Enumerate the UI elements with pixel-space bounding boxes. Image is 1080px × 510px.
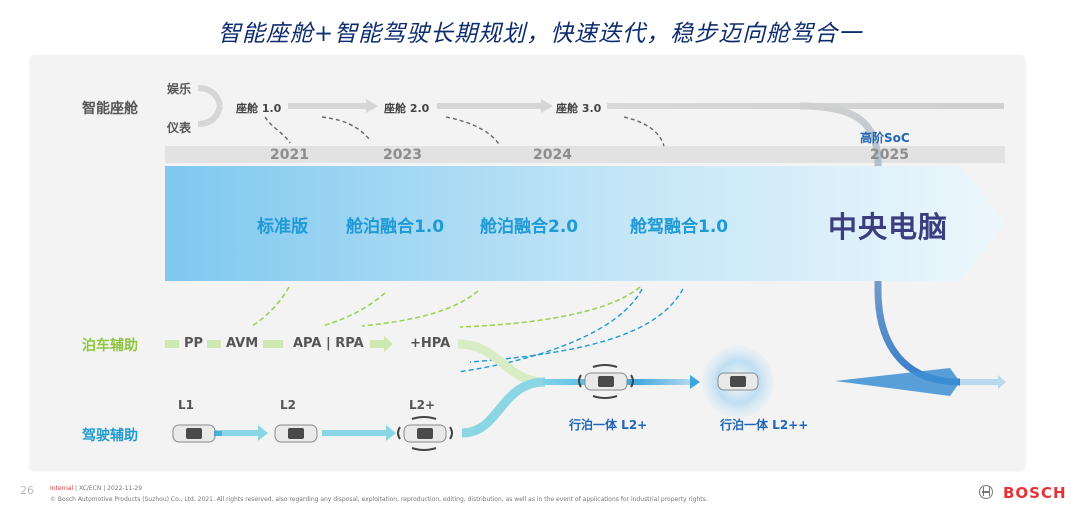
year-2021: 2021 <box>270 147 309 163</box>
year-2025: 2025 <box>870 147 909 163</box>
soc-label: 高阶SoC <box>860 131 910 145</box>
stage-cabin-drive-1: 舱驾融合1.0 <box>630 217 729 237</box>
car-icon-l2plus <box>397 416 453 451</box>
cockpit-stage-1: 座舱 1.0 <box>236 102 282 115</box>
parking-item-hpa: +HPA <box>410 336 451 351</box>
dashed-link-2023-a <box>321 116 372 142</box>
cockpit-input-curve-top <box>197 85 223 107</box>
car-icon-l2 <box>274 424 318 443</box>
dashed-drive-2 <box>469 288 684 363</box>
parking-item-pp: PP <box>184 336 204 351</box>
cockpit-input-curve-bottom <box>197 105 223 127</box>
dashed-park-3 <box>361 290 479 327</box>
brand-wordmark: BOSCH <box>1003 484 1067 502</box>
driving-level-l2plus: L2+ <box>409 398 436 412</box>
year-2023: 2023 <box>383 147 422 163</box>
stage-cabin-park-2: 舱泊融合2.0 <box>480 217 579 237</box>
central-wedge <box>835 368 960 396</box>
merged-lane-end <box>960 379 1000 385</box>
drive-arrowhead-2 <box>386 425 396 441</box>
driving-merge-curve <box>461 377 546 438</box>
cockpit-timeline-seg-2 <box>437 103 541 109</box>
drive-arrowhead-1 <box>258 425 268 441</box>
merged-l2pp-label: 行泊一体 L2++ <box>720 418 809 432</box>
cockpit-stage-3: 座舱 3.0 <box>556 102 602 115</box>
driving-level-l2: L2 <box>280 398 296 412</box>
year-band <box>165 146 1005 163</box>
fusion-arrow <box>165 166 1005 281</box>
year-2024: 2024 <box>533 147 572 163</box>
page-title: 智能座舱+智能驾驶长期规划，快速迭代，稳步迈向舱驾合一 <box>217 21 863 47</box>
park-bar-4 <box>370 340 384 348</box>
parking-row-label: 泊车辅助 <box>82 338 138 354</box>
park-bar-1 <box>165 340 179 348</box>
cockpit-input-entertainment: 娱乐 <box>167 82 192 96</box>
cockpit-timeline-arrowhead-1 <box>366 99 378 113</box>
stage-cabin-park-1: 舱泊融合1.0 <box>346 217 445 237</box>
car-icon-l1 <box>172 424 222 443</box>
cockpit-input-cluster: 仪表 <box>167 121 192 135</box>
car-icon-merged-l2plus <box>578 364 634 399</box>
dashed-park-1 <box>251 286 290 327</box>
bosch-logo-icon <box>979 485 993 499</box>
cockpit-row-label: 智能座舱 <box>82 101 138 117</box>
cockpit-timeline-seg-1 <box>288 103 366 109</box>
car-icon-merged-l2pp <box>717 372 759 391</box>
footer-internal-tag: Internal <box>50 485 74 492</box>
park-bar-2 <box>207 340 221 348</box>
footer-meta-text: | XC/ECN | 2022-11-29 <box>73 485 143 492</box>
parking-item-apa-rpa: APA | RPA <box>293 336 364 351</box>
dashed-link-2024 <box>623 116 665 147</box>
driving-row-label: 驾驶辅助 <box>82 428 138 444</box>
merged-lane-arrowhead <box>690 375 700 389</box>
park-bar-3 <box>263 340 283 348</box>
parking-item-avm: AVM <box>226 336 259 351</box>
dashed-drive-1 <box>457 288 643 373</box>
cockpit-stage-2: 座舱 2.0 <box>384 102 430 115</box>
drive-seg-2 <box>322 430 386 436</box>
footer-meta: Internal | XC/ECN | 2022-11-29 <box>50 485 142 492</box>
driving-level-l1: L1 <box>178 398 194 412</box>
page-number: 26 <box>20 484 34 497</box>
drive-seg-1 <box>212 430 258 436</box>
merged-lane-end-arrowhead <box>998 375 1006 389</box>
cockpit-timeline-arrowhead-2 <box>541 99 553 113</box>
parking-merge-curve <box>457 339 546 387</box>
dashed-park-2 <box>321 292 386 327</box>
stage-standard: 标准版 <box>257 217 308 237</box>
dashed-link-2023-b <box>445 116 501 147</box>
footer-copyright: © Bosch Automotive Products (Suzhou) Co.… <box>50 496 708 503</box>
central-computer-label: 中央电脑 <box>828 210 949 244</box>
dashed-link-2021 <box>264 116 291 144</box>
park-arrowhead <box>384 336 393 352</box>
merged-l2plus-label: 行泊一体 L2+ <box>569 418 648 432</box>
